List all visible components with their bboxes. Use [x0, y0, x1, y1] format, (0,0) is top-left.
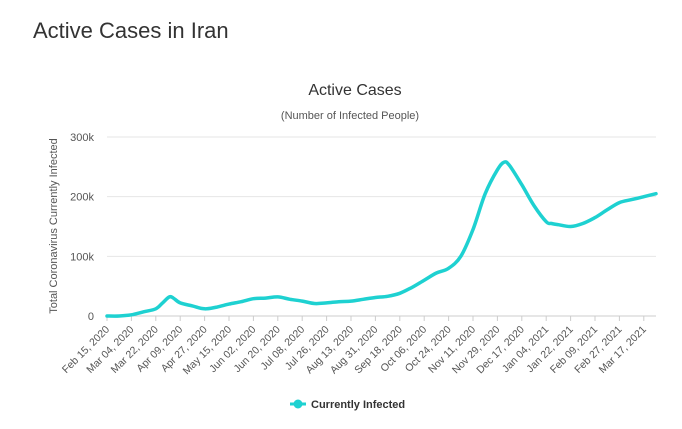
- legend[interactable]: Currently Infected: [290, 399, 405, 411]
- series-line-currently-infected: [105, 160, 658, 318]
- legend-dot-marker: [293, 399, 303, 409]
- chart-title: Active Cases: [308, 82, 401, 99]
- y-tick-label: 100k: [70, 251, 94, 263]
- legend-label: Currently Infected: [311, 399, 405, 411]
- y-tick-label: 0: [88, 311, 94, 323]
- y-axis-ticks: 0 100k 200k 300k: [70, 132, 94, 323]
- y-tick-label: 300k: [70, 132, 94, 144]
- page-title: Active Cases in Iran: [33, 18, 229, 43]
- y-tick-label: 200k: [70, 192, 94, 204]
- grid: [107, 136, 656, 317]
- chart-subtitle: (Number of Infected People): [281, 110, 419, 122]
- series-layer: [105, 160, 658, 318]
- y-axis-label: Total Coronavirus Currently Infected: [48, 138, 60, 313]
